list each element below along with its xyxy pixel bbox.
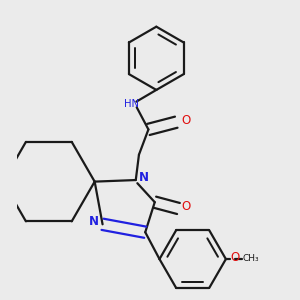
Text: O: O <box>181 114 190 127</box>
Text: CH₃: CH₃ <box>242 254 259 263</box>
Text: N: N <box>89 214 99 228</box>
Text: O: O <box>181 200 190 213</box>
Text: O: O <box>231 251 240 264</box>
Text: N: N <box>139 171 149 184</box>
Text: HN: HN <box>124 99 139 109</box>
